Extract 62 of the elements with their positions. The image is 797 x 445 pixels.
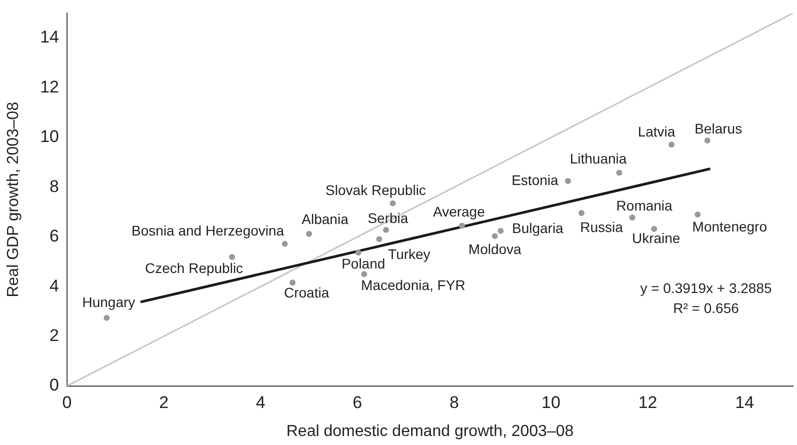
point bbox=[104, 314, 110, 321]
point bbox=[629, 214, 636, 220]
annotation: Macedonia, FYR bbox=[361, 277, 466, 294]
point bbox=[382, 226, 389, 233]
point bbox=[492, 233, 498, 240]
x-tick-label: 8 bbox=[449, 392, 459, 412]
annotation: Russia bbox=[580, 218, 624, 235]
x-axis-title: Real domestic demand growth, 2003–08 bbox=[286, 422, 574, 440]
annotation: Bulgaria bbox=[512, 220, 564, 236]
point bbox=[458, 222, 465, 229]
annotation: Montenegro bbox=[692, 218, 768, 234]
point bbox=[651, 226, 658, 232]
annotation: Poland bbox=[342, 255, 386, 272]
annotation: Bosnia and Herzegovina bbox=[132, 222, 284, 239]
point bbox=[282, 240, 288, 247]
point bbox=[498, 228, 504, 234]
x-tick-label: 4 bbox=[256, 392, 266, 412]
annotation: Albania bbox=[302, 210, 349, 227]
annotation: Czech Republic bbox=[145, 260, 244, 276]
annotation: Romania bbox=[616, 197, 673, 214]
y-tick-label: 12 bbox=[40, 77, 59, 96]
y-tick-label: 14 bbox=[40, 28, 59, 47]
y-axis-title: Real GDP growth, 2003–08 bbox=[5, 102, 22, 298]
x-tick-label: 2 bbox=[159, 392, 169, 412]
point bbox=[564, 178, 571, 184]
x-tick-label: 12 bbox=[638, 392, 658, 412]
annotation: Croatia bbox=[284, 284, 330, 300]
annotation: Moldova bbox=[468, 240, 522, 257]
point bbox=[355, 250, 362, 256]
annotation: Serbia bbox=[368, 210, 408, 226]
point bbox=[229, 254, 236, 260]
y-tick-label: 4 bbox=[50, 276, 59, 296]
annotation: Lithuania bbox=[570, 150, 627, 167]
annotation: Belarus bbox=[694, 120, 742, 136]
point bbox=[668, 142, 675, 148]
annotation: R² = 0.656 bbox=[673, 300, 740, 316]
annotation: Average bbox=[432, 204, 486, 220]
x-tick-label: 10 bbox=[542, 392, 560, 412]
point bbox=[704, 137, 710, 144]
annotation: y = 0.3919x + 3.2885 bbox=[640, 280, 772, 296]
x-tick-label: 0 bbox=[62, 392, 72, 412]
point bbox=[578, 210, 584, 216]
annotation: Hungary bbox=[82, 294, 136, 310]
point bbox=[694, 212, 701, 218]
annotation: Estonia bbox=[512, 172, 558, 188]
y-tick-label: 8 bbox=[50, 176, 59, 196]
point bbox=[390, 200, 396, 206]
point bbox=[376, 236, 382, 242]
y-tick-label: 6 bbox=[50, 226, 59, 246]
y-tick-label: 0 bbox=[50, 376, 59, 395]
y-tick-label: 2 bbox=[50, 326, 59, 345]
point bbox=[290, 280, 296, 286]
point bbox=[361, 271, 368, 278]
x-tick-label: 14 bbox=[735, 392, 754, 412]
annotation: Slovak Republic bbox=[326, 182, 426, 198]
annotation: Turkey bbox=[388, 246, 430, 262]
y-tick-label: 10 bbox=[40, 127, 59, 146]
point bbox=[306, 230, 312, 237]
point bbox=[616, 170, 622, 176]
x-tick-label: 6 bbox=[352, 392, 362, 412]
annotation: Ukraine bbox=[632, 230, 680, 246]
annotation: Latvia bbox=[638, 124, 676, 140]
